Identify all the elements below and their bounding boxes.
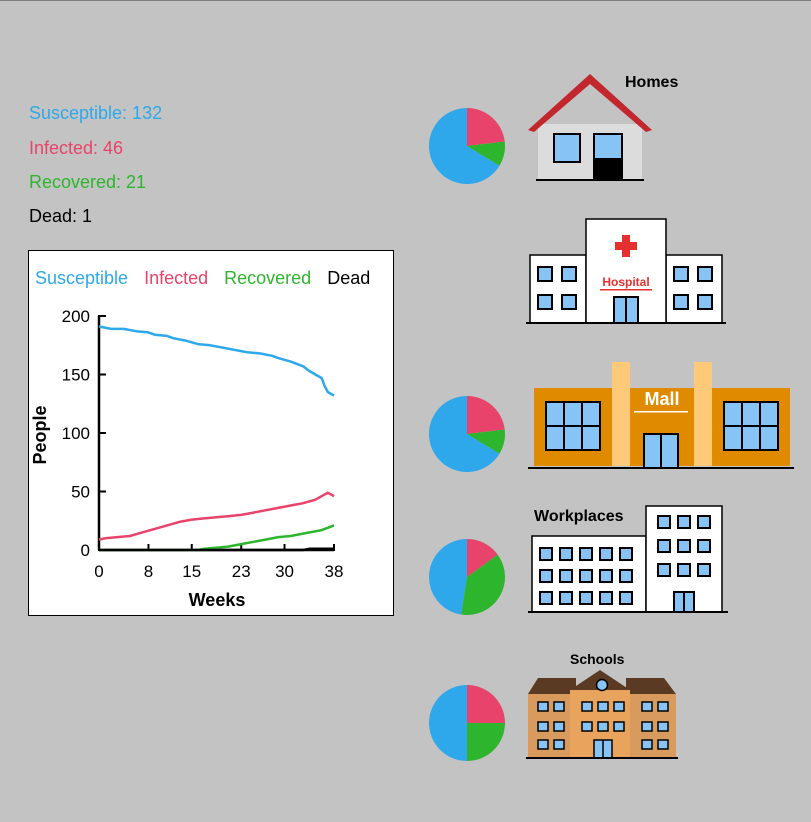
window: [657, 739, 669, 750]
window: [553, 701, 565, 712]
series-line-infected: [98, 491, 335, 541]
pie-slice-recovered: [461, 554, 505, 615]
legend-susceptible: Susceptible: [35, 268, 129, 288]
pie-slice-susceptible: [428, 396, 500, 472]
pie-slice-recovered: [467, 429, 505, 454]
mall-icon: Mall: [528, 362, 794, 469]
window: [697, 515, 711, 529]
susceptible-count: Susceptible: 132: [29, 103, 163, 123]
pie-slice-susceptible: [428, 108, 500, 184]
window: [559, 547, 573, 561]
window: [537, 739, 549, 750]
chart-legend: Susceptible Infected Recovered Dead: [35, 268, 370, 289]
dead-count: Dead: 1: [29, 206, 93, 226]
pie-slice-recovered: [467, 141, 505, 166]
window: [657, 539, 671, 553]
mall-pie-chart: [428, 396, 505, 472]
series-line-dead: [99, 547, 334, 552]
window: [539, 591, 553, 605]
series-line-recovered: [99, 524, 335, 552]
schools-pie-chart: [429, 685, 505, 761]
window: [599, 569, 613, 583]
chart-plot: 0 50 100 150 200 0 8 15 23 30 38 Weeks People: [30, 307, 344, 610]
recovered-count: Recovered: 21: [29, 172, 147, 192]
y-tick-label: 200: [62, 307, 90, 326]
x-axis-label: Weeks: [189, 590, 246, 610]
homes-label: Homes: [625, 74, 679, 91]
window: [619, 569, 633, 583]
school-icon: [526, 670, 678, 759]
window: [697, 563, 711, 577]
house-icon: [528, 74, 652, 181]
window: [677, 515, 691, 529]
window: [579, 569, 593, 583]
window: [597, 721, 609, 732]
window: [579, 547, 593, 561]
window: [677, 539, 691, 553]
pie-slice-infected: [467, 108, 505, 146]
top-border: [0, 0, 811, 1]
office-building-icon: [528, 505, 728, 613]
window: [539, 569, 553, 583]
window: [657, 563, 671, 577]
hospital-label: Hospital: [602, 275, 649, 289]
window: [597, 701, 609, 712]
window: [613, 701, 625, 712]
pie-slice-infected: [467, 396, 505, 434]
sir-line-chart: Susceptible Infected Recovered Dead 0 50 1…: [28, 250, 394, 616]
window: [619, 591, 633, 605]
y-tick-label: 100: [62, 424, 90, 443]
pie-slice-recovered: [467, 723, 505, 761]
window: [613, 721, 625, 732]
window: [657, 515, 671, 529]
window: [559, 569, 573, 583]
workplaces-label: Workplaces: [534, 508, 624, 525]
pie-slice-susceptible: [429, 539, 467, 615]
x-tick-label: 23: [232, 562, 251, 581]
x-tick-label: 30: [275, 562, 294, 581]
window: [697, 539, 711, 553]
window: [539, 547, 553, 561]
schools-label: Schools: [570, 651, 625, 667]
workplaces-pie-chart: [429, 539, 505, 615]
window: [619, 547, 633, 561]
window: [579, 591, 593, 605]
x-tick-label: 15: [182, 562, 201, 581]
window: [599, 547, 613, 561]
legend-infected: Infected: [144, 268, 209, 288]
window: [537, 701, 549, 712]
y-tick-label: 50: [71, 483, 90, 502]
window: [657, 701, 669, 712]
x-tick-label: 0: [94, 562, 103, 581]
hospital-icon: Hospital: [526, 218, 726, 324]
window: [641, 701, 653, 712]
legend-dead: Dead: [327, 268, 371, 288]
x-tick-label: 8: [144, 562, 153, 581]
pie-slice-infected: [467, 685, 505, 723]
y-tick-label: 150: [62, 366, 90, 385]
y-axis-label: People: [30, 405, 50, 464]
window: [553, 721, 565, 732]
infected-count: Infected: 46: [29, 138, 124, 158]
window: [553, 739, 565, 750]
window: [641, 739, 653, 750]
mall-label: Mall: [644, 389, 679, 409]
window: [599, 591, 613, 605]
homes-pie-chart: [428, 108, 505, 184]
pie-slice-susceptible: [429, 685, 467, 761]
window: [581, 721, 593, 732]
window: [581, 701, 593, 712]
window: [657, 721, 669, 732]
window: [559, 591, 573, 605]
window: [537, 721, 549, 732]
pie-slice-infected: [467, 539, 498, 577]
x-tick-label: 38: [325, 562, 344, 581]
legend-recovered: Recovered: [224, 268, 312, 288]
series-line-susceptible: [98, 325, 335, 397]
window: [641, 721, 653, 732]
y-tick-label: 0: [81, 541, 90, 560]
window: [677, 563, 691, 577]
